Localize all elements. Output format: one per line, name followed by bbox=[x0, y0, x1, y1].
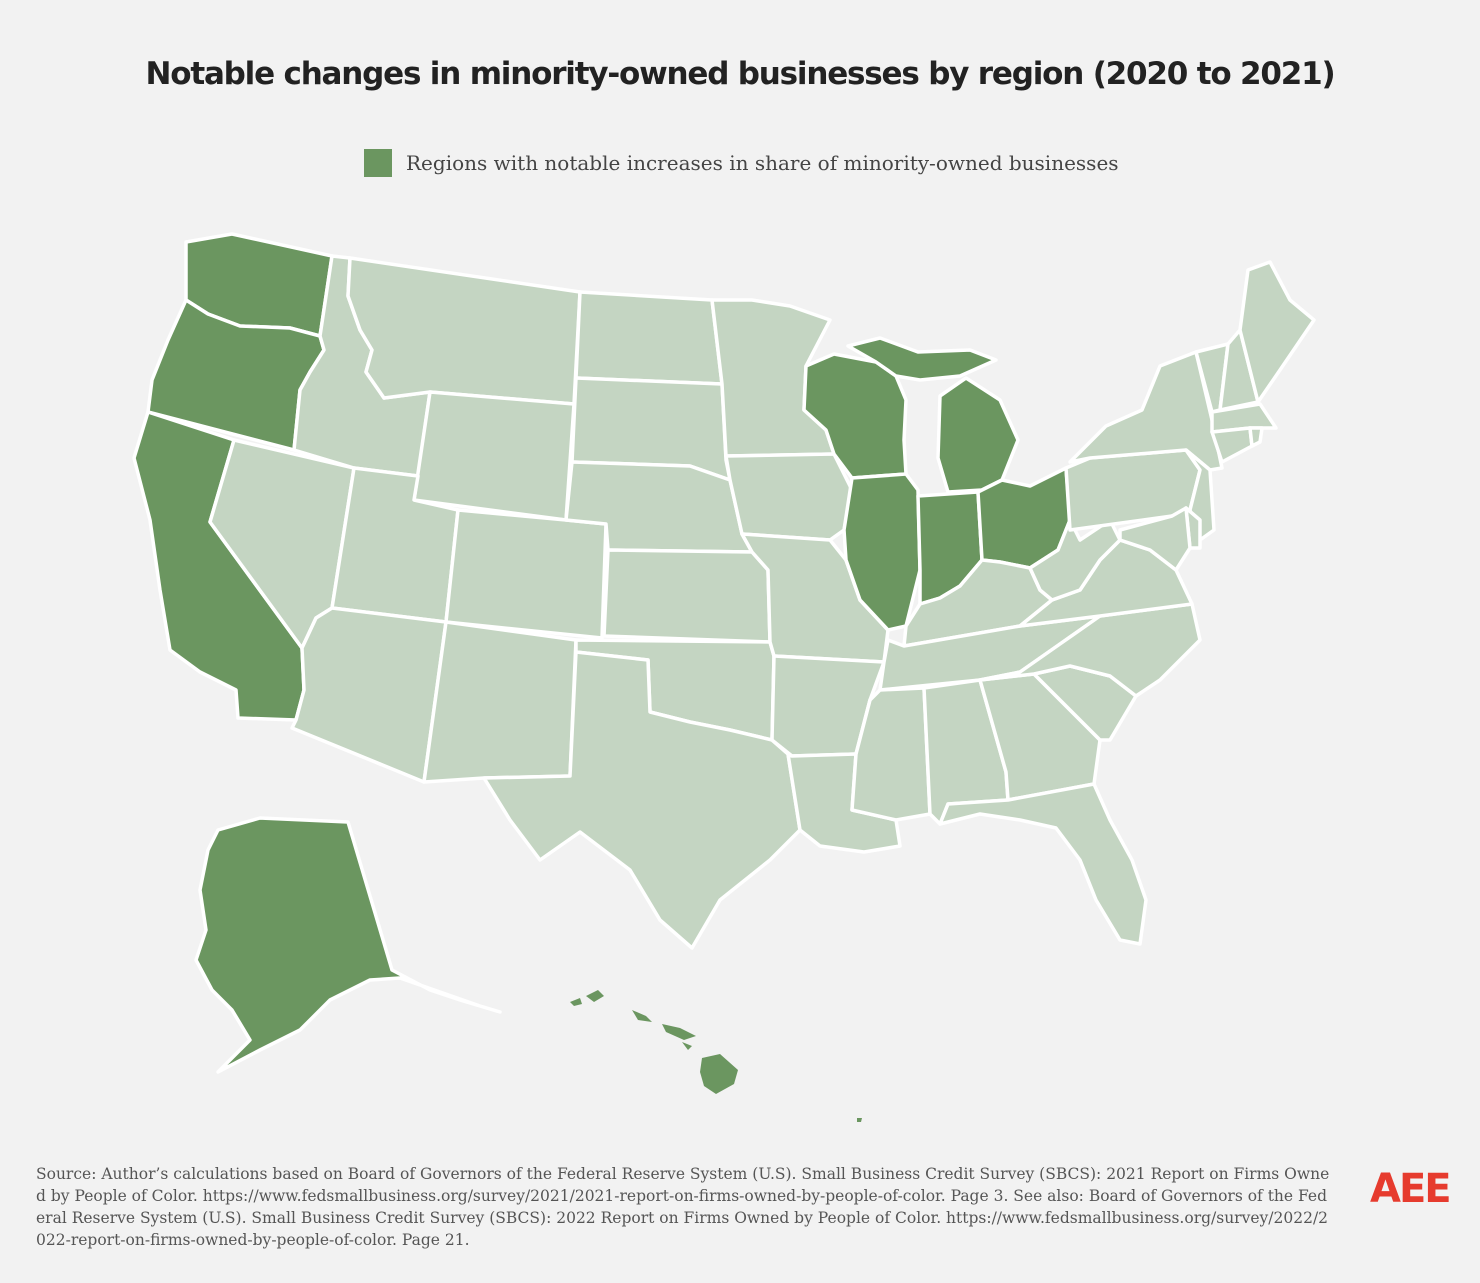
source-citation: Source: Author’s calculations based on B… bbox=[36, 1165, 1330, 1249]
state-florida bbox=[938, 782, 1148, 946]
state-wyoming bbox=[412, 390, 576, 522]
state-texas bbox=[482, 650, 802, 950]
state-arizona bbox=[290, 606, 448, 784]
legend-swatch bbox=[364, 149, 392, 177]
state-north-carolina bbox=[978, 602, 1202, 698]
state-kansas bbox=[602, 548, 772, 644]
state-iowa bbox=[724, 452, 854, 542]
state-north-dakota bbox=[574, 290, 724, 386]
legend: Regions with notable increases in share … bbox=[364, 147, 1119, 179]
aee-logo: AEE bbox=[1370, 1166, 1452, 1212]
state-maine bbox=[1238, 260, 1316, 404]
map-title: Notable changes in minority-owned busine… bbox=[145, 56, 1336, 92]
state-alaska bbox=[194, 816, 502, 1074]
state-rhode-island bbox=[1248, 426, 1264, 448]
legend-label: Regions with notable increases in share … bbox=[406, 151, 1119, 175]
state-colorado bbox=[444, 508, 608, 640]
state-montana bbox=[346, 256, 582, 406]
state-hawaii bbox=[570, 990, 862, 1122]
state-new-mexico bbox=[422, 620, 578, 784]
state-wisconsin bbox=[802, 352, 908, 480]
state-maryland bbox=[1118, 506, 1192, 572]
